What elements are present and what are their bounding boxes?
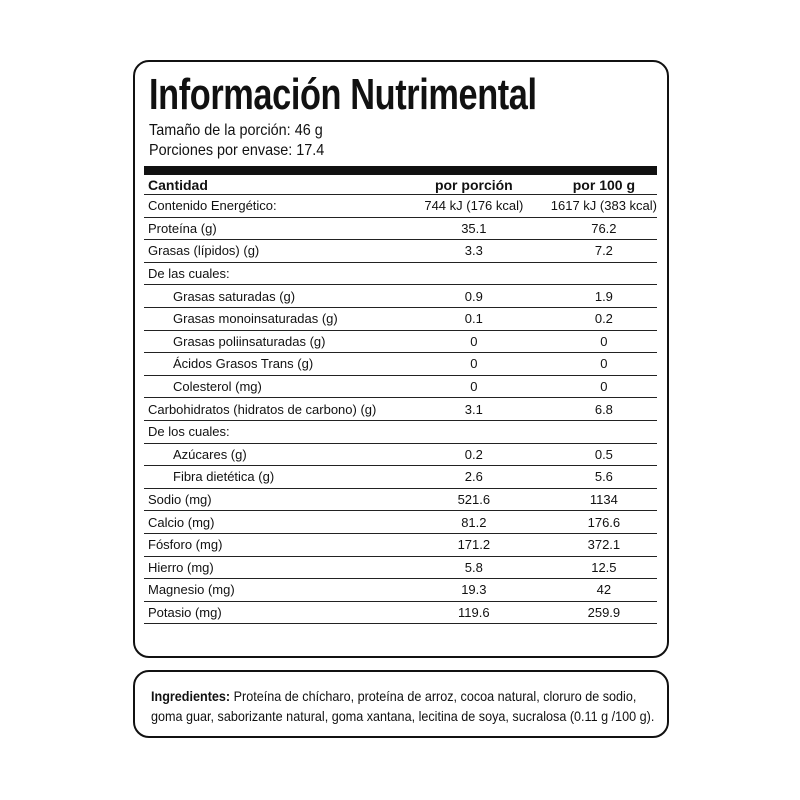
per-serving-value (396, 420, 551, 444)
nutrient-label: Grasas (lípidos) (g) (144, 239, 397, 263)
per-100g-value: 5.6 (550, 465, 657, 489)
per-100g-value (550, 420, 657, 444)
per-serving-value: 171.2 (396, 533, 551, 557)
nutrient-label: Grasas poliinsaturadas (g) (144, 330, 397, 354)
nutrient-label: Fibra dietética (g) (144, 465, 397, 489)
table-row: Grasas monoinsaturadas (g) 0.1 0.2 (144, 307, 657, 331)
servings-per-container: Porciones por envase: 17.4 (149, 142, 325, 159)
per-serving-value: 0.2 (396, 443, 551, 467)
table-row: Contenido Energético: 744 kJ (176 kcal) 16… (144, 194, 657, 218)
per-100g-value: 76.2 (550, 217, 657, 241)
per-100g-value: 0 (550, 330, 657, 354)
table-row: Grasas (lípidos) (g) 3.3 7.2 (144, 239, 657, 263)
ingredients-list: Proteína de chícharo, proteína de arroz,… (151, 688, 655, 724)
per-100g-value: 176.6 (550, 510, 657, 534)
table-row: Azúcares (g) 0.2 0.5 (144, 443, 657, 467)
nutrient-label: Proteína (g) (144, 217, 397, 241)
ingredients-box: Ingredientes: Proteína de chícharo, prot… (133, 670, 669, 738)
nutrient-label: Contenido Energético: (144, 194, 397, 218)
per-serving-value: 0.1 (396, 307, 551, 331)
nutrition-table: Cantidad por porción por 100 g Contenido… (144, 175, 657, 625)
per-serving-value: 0 (396, 352, 551, 376)
per-100g-value: 0 (550, 375, 657, 399)
per-100g-value: 0.2 (550, 307, 657, 331)
per-serving-value: 119.6 (396, 601, 551, 625)
per-100g-value: 42 (550, 578, 657, 602)
table-row: Potasio (mg) 119.6 259.9 (144, 601, 657, 625)
table-row: Carbohidratos (hidratos de carbono) (g) 3… (144, 397, 657, 421)
nutrient-label: Ácidos Grasos Trans (g) (144, 352, 397, 376)
per-100g-value: 1617 kJ (383 kcal) (550, 194, 657, 218)
table-row: Sodio (mg) 521.6 1134 (144, 488, 657, 512)
nutrient-label: Hierro (mg) (144, 556, 397, 580)
nutrient-label: Magnesio (mg) (144, 578, 397, 602)
per-100g-value: 0.5 (550, 443, 657, 467)
per-100g-value: 7.2 (550, 239, 657, 263)
nutrient-label: Fósforo (mg) (144, 533, 397, 557)
nutrition-facts-panel: Información Nutrimental Tamaño de la por… (133, 60, 669, 658)
per-serving-value: 0.9 (396, 284, 551, 308)
per-100g-value: 1.9 (550, 284, 657, 308)
table-row: Colesterol (mg) 0 0 (144, 375, 657, 399)
per-serving-value: 35.1 (396, 217, 551, 241)
nutrient-label: Grasas monoinsaturadas (g) (144, 307, 397, 331)
per-100g-value (550, 262, 657, 286)
header-label: Cantidad (144, 175, 397, 195)
nutrient-label: Potasio (mg) (144, 601, 397, 625)
header-per-100g: por 100 g (550, 175, 657, 195)
per-serving-value: 19.3 (396, 578, 551, 602)
table-row: Fósforo (mg) 171.2 372.1 (144, 533, 657, 557)
table-row: De los cuales: (144, 420, 657, 444)
table-row: Calcio (mg) 81.2 176.6 (144, 510, 657, 534)
nutrient-label: Sodio (mg) (144, 488, 397, 512)
table-row: Grasas saturadas (g) 0.9 1.9 (144, 284, 657, 308)
table-header: Cantidad por porción por 100 g (144, 175, 657, 195)
serving-size: Tamaño de la porción: 46 g (149, 122, 323, 139)
ingredients-text: Ingredientes: Proteína de chícharo, prot… (151, 686, 655, 726)
per-serving-value: 2.6 (396, 465, 551, 489)
nutrient-label: Carbohidratos (hidratos de carbono) (g) (144, 397, 397, 421)
per-100g-value: 12.5 (550, 556, 657, 580)
per-serving-value: 744 kJ (176 kcal) (396, 194, 551, 218)
table-row: Fibra dietética (g) 2.6 5.6 (144, 465, 657, 489)
per-serving-value: 5.8 (396, 556, 551, 580)
per-serving-value (396, 262, 551, 286)
ingredients-label: Ingredientes: (151, 688, 231, 704)
per-serving-value: 81.2 (396, 510, 551, 534)
nutrient-label: Grasas saturadas (g) (144, 284, 397, 308)
per-serving-value: 0 (396, 330, 551, 354)
per-100g-value: 1134 (550, 488, 657, 512)
per-100g-value: 0 (550, 352, 657, 376)
nutrient-label: Azúcares (g) (144, 443, 397, 467)
per-100g-value: 259.9 (550, 601, 657, 625)
table-row: Grasas poliinsaturadas (g) 0 0 (144, 330, 657, 354)
nutrient-label: De los cuales: (144, 420, 397, 444)
panel-title: Información Nutrimental (149, 70, 537, 119)
table-row: Magnesio (mg) 19.3 42 (144, 578, 657, 602)
nutrient-label: Calcio (mg) (144, 510, 397, 534)
per-serving-value: 521.6 (396, 488, 551, 512)
per-serving-value: 0 (396, 375, 551, 399)
per-serving-value: 3.1 (396, 397, 551, 421)
per-100g-value: 6.8 (550, 397, 657, 421)
table-row: Proteína (g) 35.1 76.2 (144, 217, 657, 241)
table-row: Hierro (mg) 5.8 12.5 (144, 556, 657, 580)
table-row: Ácidos Grasos Trans (g) 0 0 (144, 352, 657, 376)
table-row: De las cuales: (144, 262, 657, 286)
nutrient-label: De las cuales: (144, 262, 397, 286)
thick-divider (144, 166, 657, 175)
per-serving-value: 3.3 (396, 239, 551, 263)
per-100g-value: 372.1 (550, 533, 657, 557)
header-per-serving: por porción (396, 175, 551, 195)
nutrient-label: Colesterol (mg) (144, 375, 397, 399)
